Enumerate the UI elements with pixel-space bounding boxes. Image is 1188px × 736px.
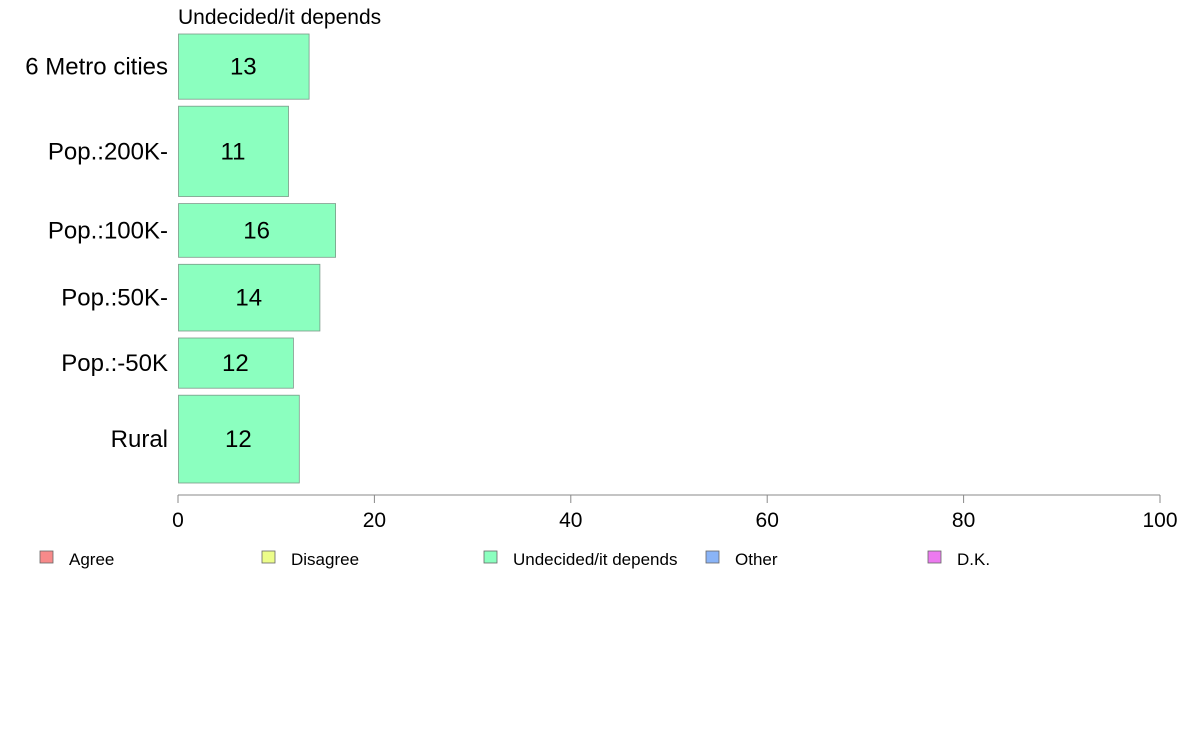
chart-title: Undecided/it depends (178, 6, 381, 29)
x-tick-label: 80 (952, 509, 975, 532)
bar-4 (178, 337, 294, 389)
bar-0 (178, 33, 310, 100)
legend-label: Other (735, 550, 778, 569)
x-axis: 0 20 40 60 80 100 (172, 494, 1178, 532)
category-labels: 6 Metro cities Pop.:200K- Pop.:100K- Pop.:5… (25, 54, 168, 454)
category-label: Pop.:-50K (61, 350, 168, 377)
bar-value-label: 11 (221, 138, 246, 165)
x-tick-label: 20 (363, 509, 386, 532)
category-label: Pop.:200K- (48, 138, 168, 165)
bar-value-label: 12 (222, 350, 249, 377)
bar-2 (178, 203, 337, 258)
bar-value-label: 16 (243, 217, 270, 244)
bar-value-label: 14 (235, 285, 262, 312)
legend-swatch (705, 550, 720, 564)
legend-swatch (39, 550, 54, 564)
legend-swatch (483, 550, 498, 564)
category-label: Pop.:100K- (48, 217, 168, 244)
x-tick-label: 0 (172, 509, 184, 532)
x-tick-label: 100 (1142, 509, 1177, 532)
bar-value-label: 13 (230, 54, 257, 81)
legend-swatch (927, 550, 942, 564)
bar-value-labels: 13 11 16 14 12 12 (221, 54, 270, 454)
bars-group (178, 33, 337, 484)
bar-1 (178, 105, 289, 197)
category-label: Pop.:50K- (61, 285, 168, 312)
bar-3 (178, 263, 321, 332)
legend-label: Agree (69, 550, 114, 569)
legend-swatch (261, 550, 276, 564)
legend-label: Disagree (291, 550, 359, 569)
bar-5 (178, 394, 300, 484)
category-label: 6 Metro cities (25, 54, 168, 81)
legend-label: D.K. (957, 550, 990, 569)
legend: Agree Disagree Undecided/it depends Other D.… (39, 550, 990, 569)
bar-value-label: 12 (225, 426, 252, 453)
legend-label: Undecided/it depends (513, 550, 677, 569)
x-tick-label: 40 (559, 509, 582, 532)
category-label: Rural (111, 426, 168, 453)
x-tick-label: 60 (756, 509, 779, 532)
